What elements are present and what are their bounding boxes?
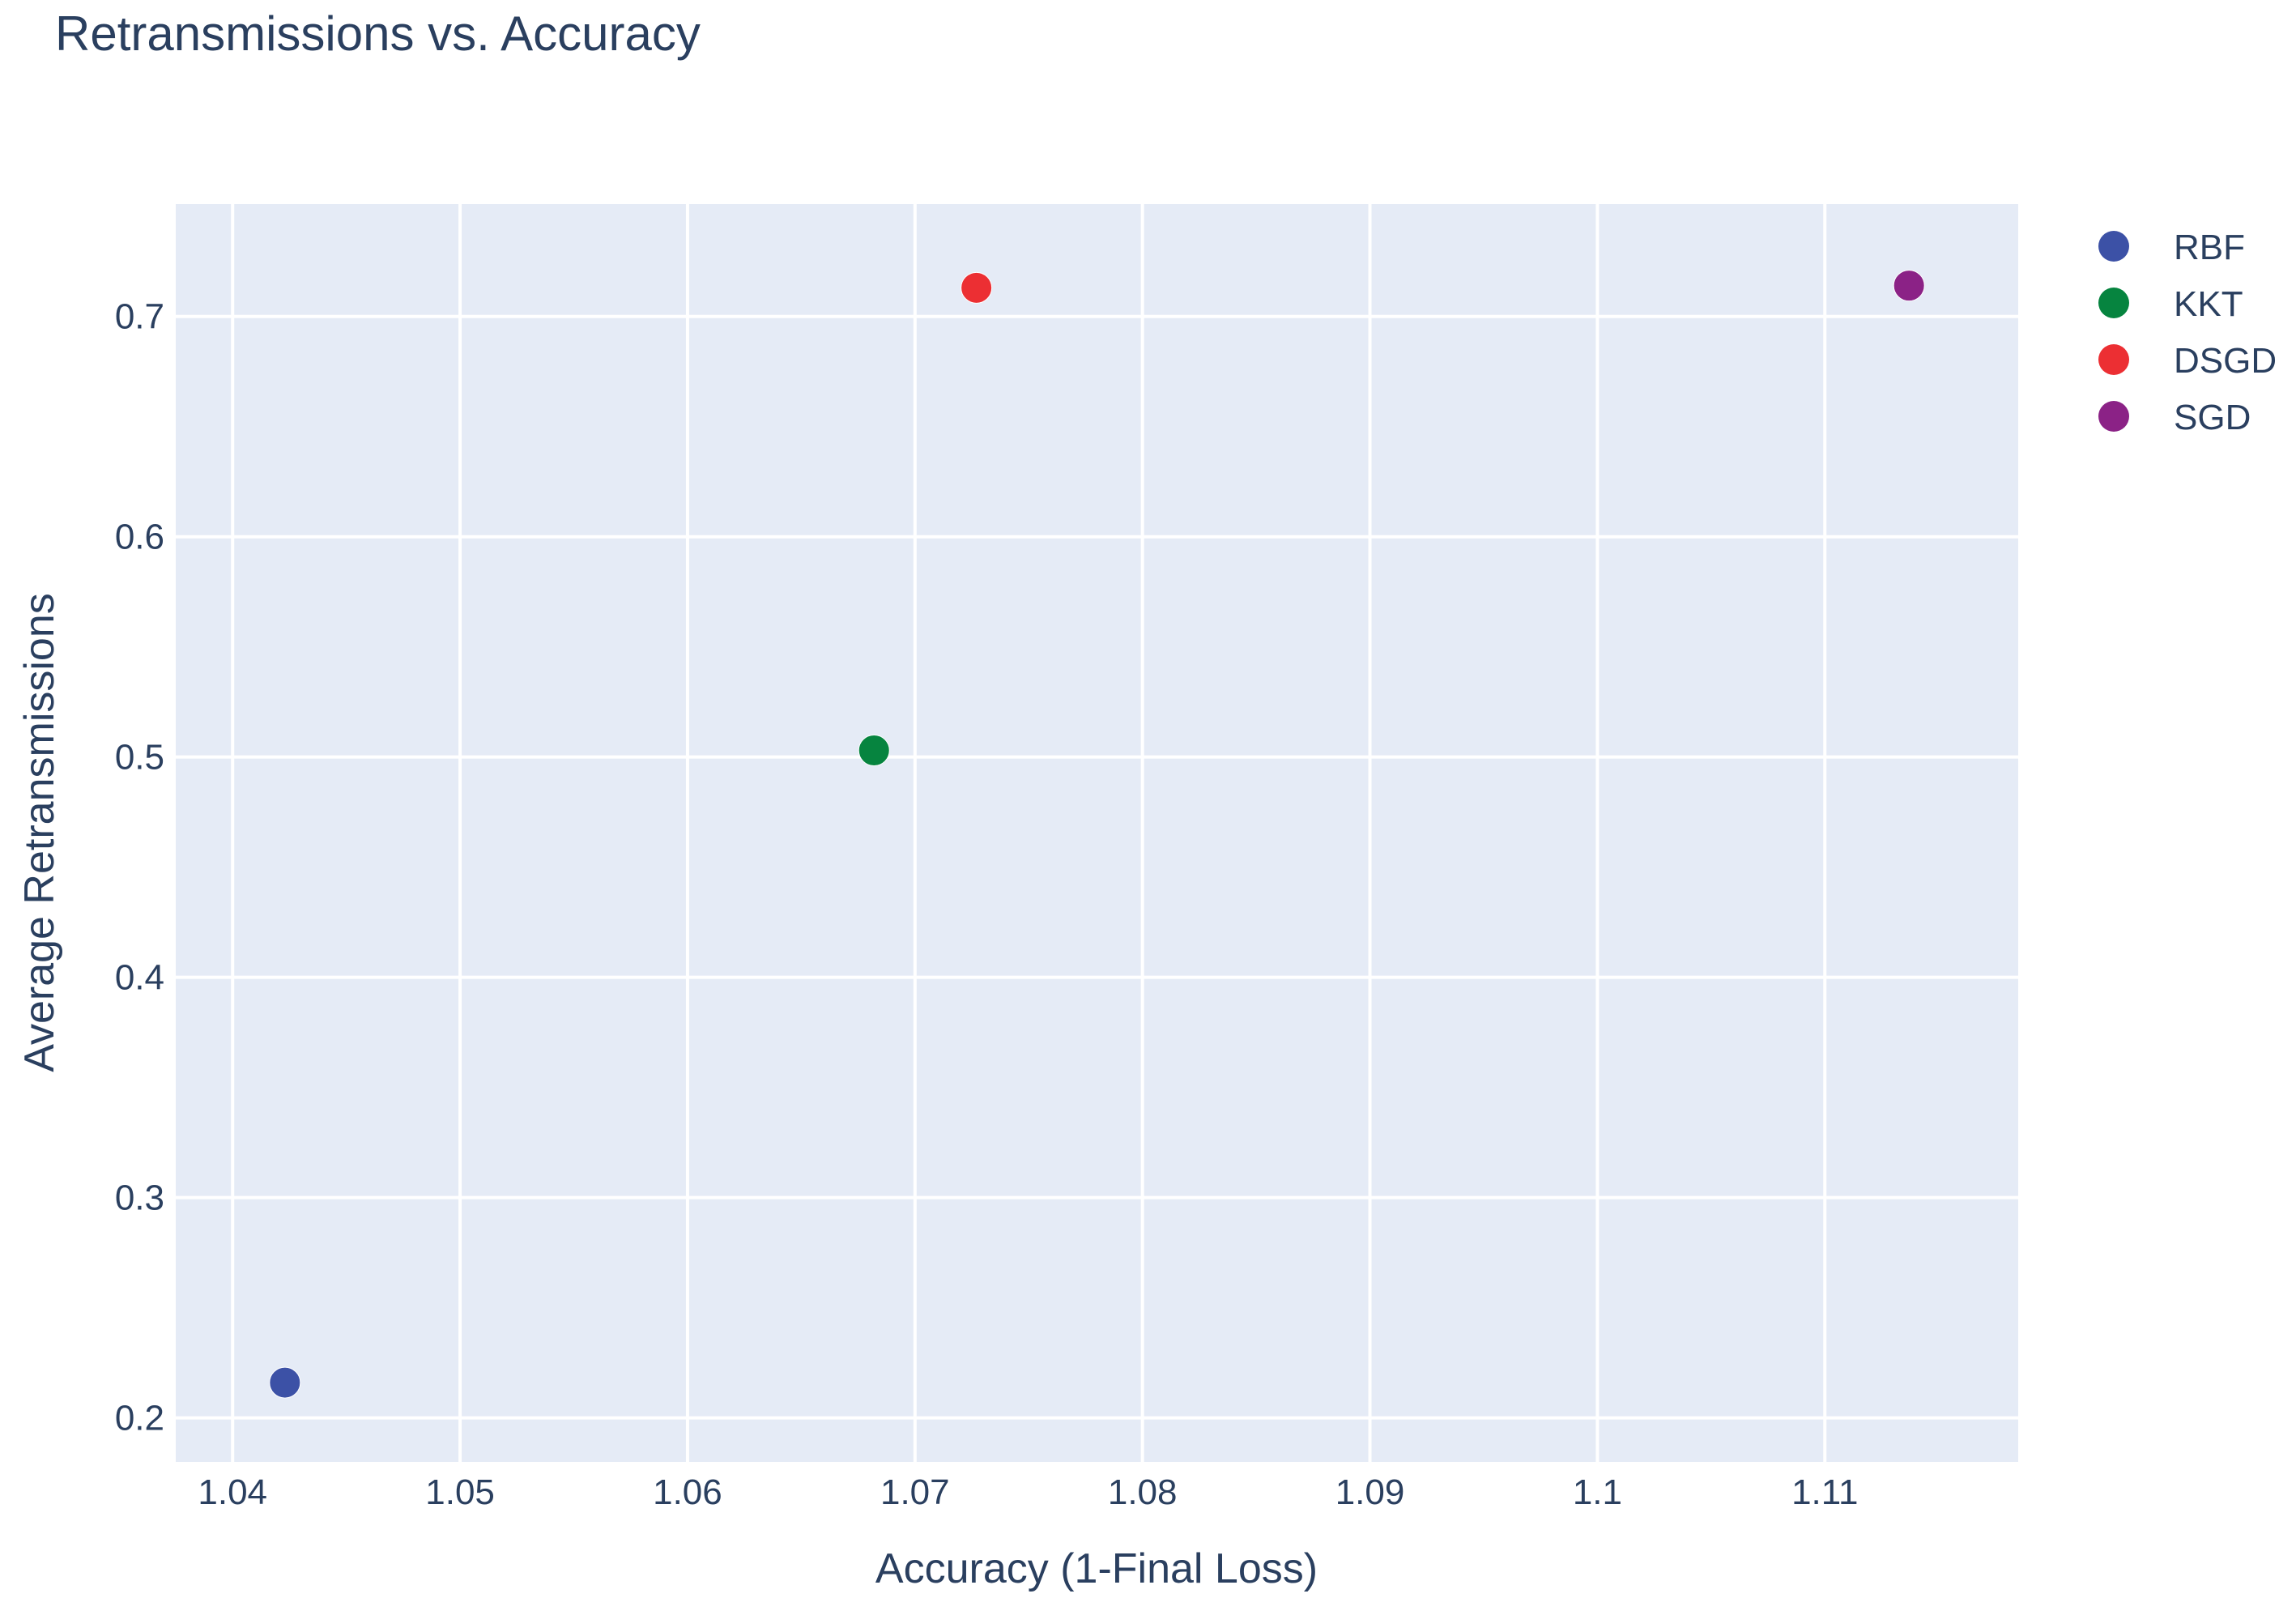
legend-label: DSGD [2174,341,2277,381]
x-tick-label: 1.11 [1791,1472,1858,1512]
legend-label: RBF [2174,228,2245,267]
legend-marker [2098,344,2129,375]
x-tick-label: 1.08 [1108,1472,1178,1512]
chart-title: Retransmissions vs. Accuracy [55,6,701,61]
x-tick-label: 1.07 [880,1472,950,1512]
legend-item-sgd[interactable]: SGD [2098,398,2251,437]
y-grid [176,314,2018,1420]
x-tick-label: 1.1 [1573,1472,1622,1512]
legend-marker [2098,288,2129,318]
data-point-rbf [269,1366,301,1399]
data-point-sgd [1893,270,1925,302]
plot-area [176,204,2018,1462]
legend-label: KKT [2174,284,2243,324]
x-tick-label: 1.04 [198,1472,267,1512]
y-tick-label: 0.2 [115,1399,164,1438]
x-tick-labels: 1.04 1.05 1.06 1.07 1.08 1.09 1.1 1.11 [198,1472,1858,1512]
y-tick-labels: 0.2 0.3 0.4 0.5 0.6 0.7 [115,297,164,1438]
legend-marker [2098,401,2129,432]
y-tick-label: 0.4 [115,958,164,998]
y-tick-label: 0.3 [115,1178,164,1218]
data-point-kkt [858,735,890,767]
x-axis-label: Accuracy (1-Final Loss) [875,1545,1318,1592]
y-tick-label: 0.7 [115,297,164,337]
x-tick-label: 1.06 [653,1472,722,1512]
x-tick-label: 1.09 [1335,1472,1405,1512]
legend-item-kkt[interactable]: KKT [2098,284,2243,324]
legend-item-dsgd[interactable]: DSGD [2098,341,2277,381]
legend: RBF KKT DSGD SGD [2098,228,2277,437]
x-tick-label: 1.05 [425,1472,495,1512]
y-axis-label: Average Retransmissions [16,593,63,1072]
y-tick-label: 0.6 [115,518,164,557]
legend-marker [2098,231,2129,262]
x-grid [231,204,1827,1462]
legend-label: SGD [2174,398,2251,437]
legend-item-rbf[interactable]: RBF [2098,228,2245,267]
data-points [269,270,1925,1399]
data-point-dsgd [961,271,993,304]
y-tick-label: 0.5 [115,738,164,778]
